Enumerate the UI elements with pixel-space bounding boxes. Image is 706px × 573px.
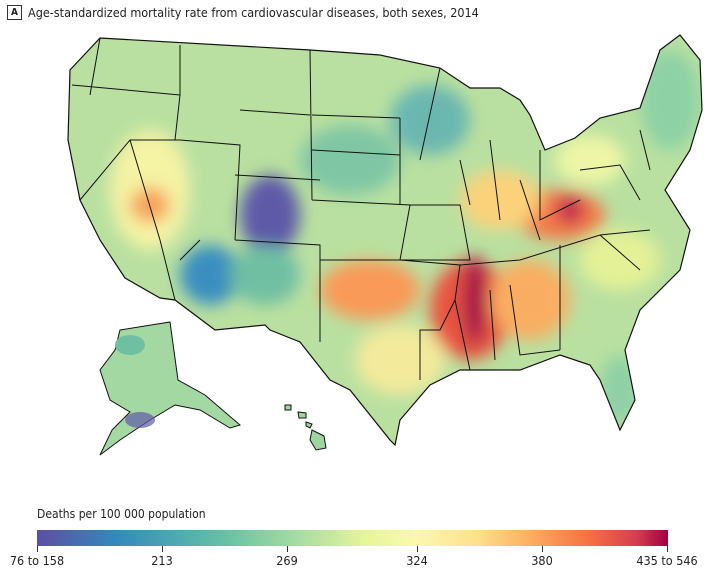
figure-header: A Age-standardized mortality rate from c…: [7, 5, 479, 20]
region-florida: [600, 355, 640, 425]
region-plains: [300, 125, 400, 195]
region-ohio-valley: [555, 135, 625, 185]
choropleth-map: [67, 34, 703, 456]
legend-tick: [287, 546, 288, 552]
panel-label: A: [7, 5, 22, 20]
legend-tick-label: 324: [406, 553, 428, 568]
legend-tick: [37, 546, 38, 552]
alaska: [99, 321, 242, 456]
region-arizona: [180, 245, 240, 305]
legend-tick: [417, 546, 418, 552]
region-carolinas: [580, 230, 660, 290]
legend-tick: [162, 546, 163, 552]
region-new-mexico: [230, 245, 300, 305]
region-minnesota: [390, 85, 470, 155]
figure-title: Age-standardized mortality rate from car…: [28, 5, 479, 20]
legend-title: Deaths per 100 000 population: [37, 507, 206, 521]
legend-tick-label: 76 to 158: [9, 553, 65, 568]
legend-tick-label: 213: [151, 553, 173, 568]
legend-color-scale: [37, 530, 668, 546]
hawaii: [284, 404, 327, 451]
region-new-england: [640, 50, 700, 150]
legend-tick-label: 380: [531, 553, 553, 568]
legend-tick: [542, 546, 543, 552]
legend-tick: [667, 546, 668, 552]
legend-tick-label: 435 to 546: [636, 553, 698, 568]
region-texas: [355, 325, 445, 395]
region-alabama: [490, 260, 570, 340]
region-colorado-low: [240, 175, 300, 255]
region-mississippi: [463, 255, 487, 345]
region-oklahoma: [320, 260, 420, 320]
state-borders: [71, 37, 651, 380]
region-midwest: [460, 170, 540, 230]
legend-tick-label: 269: [276, 553, 298, 568]
region-appalachia: [556, 196, 584, 224]
